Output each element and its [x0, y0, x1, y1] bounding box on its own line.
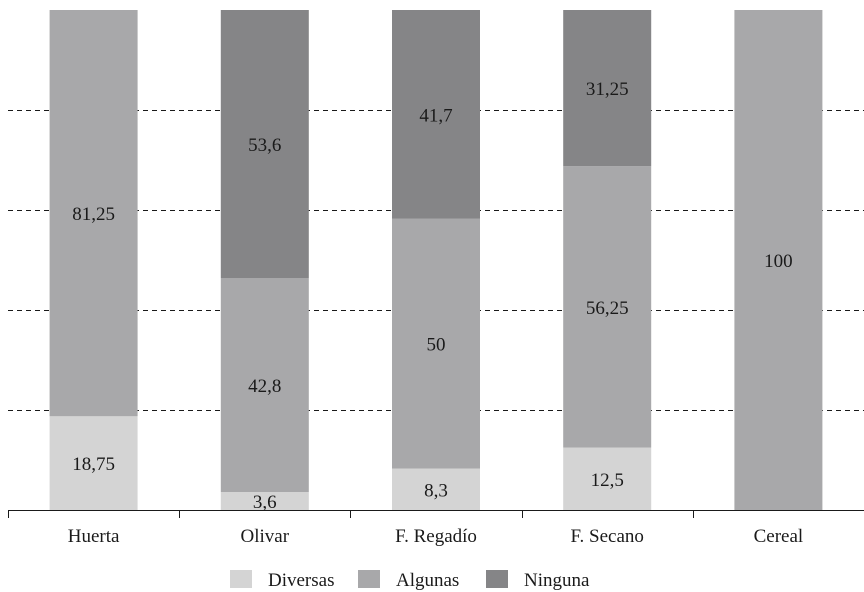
data-label: 8,3: [424, 480, 448, 501]
bar-segment: [563, 447, 652, 510]
legend-label: Algunas: [396, 570, 459, 591]
bar-segment: [220, 278, 309, 492]
x-tick-label: F. Regadío: [395, 526, 477, 547]
bar-segment: [392, 10, 480, 219]
x-tick-label: Huerta: [68, 526, 120, 547]
bar-segment: [49, 416, 138, 510]
bar-segment: [49, 10, 138, 417]
data-label: 53,6: [248, 135, 281, 156]
gridlines: [8, 110, 864, 411]
bar-segment: [392, 218, 480, 469]
bar-segment: [392, 468, 480, 510]
data-label: 100: [764, 251, 793, 272]
data-label: 31,25: [586, 79, 629, 100]
legend-swatch: [358, 570, 380, 588]
bar-segment: [734, 10, 823, 510]
bar-segment: [563, 10, 652, 167]
bar-segment: [220, 10, 309, 278]
data-label: 41,7: [419, 105, 452, 126]
bar-segment: [220, 492, 309, 510]
x-tick-label: F. Secano: [570, 526, 643, 547]
x-axis: Huerta Olivar F. Regadío F. Secano Cereal: [8, 510, 864, 547]
data-label: 18,75: [72, 454, 115, 475]
data-label: 81,25: [72, 204, 115, 225]
legend-label: Diversas: [268, 570, 334, 591]
data-label: 50: [427, 335, 446, 356]
bars: 18,75 81,25 3,6 42,8 53,6 8,3 50 41,7 12,5 56,25 3…: [49, 10, 823, 513]
data-label: 3,6: [253, 492, 277, 513]
data-label: 12,5: [591, 470, 624, 491]
legend-swatch: [486, 570, 508, 588]
legend-label: Ninguna: [524, 570, 590, 591]
bar-segment: [563, 166, 652, 448]
x-tick-label: Cereal: [754, 526, 804, 547]
data-label: 42,8: [248, 376, 281, 397]
x-tick-label: Olivar: [241, 526, 290, 547]
data-label: 56,25: [586, 298, 629, 319]
legend: Diversas Algunas Ninguna: [230, 570, 590, 591]
legend-swatch: [230, 570, 252, 588]
